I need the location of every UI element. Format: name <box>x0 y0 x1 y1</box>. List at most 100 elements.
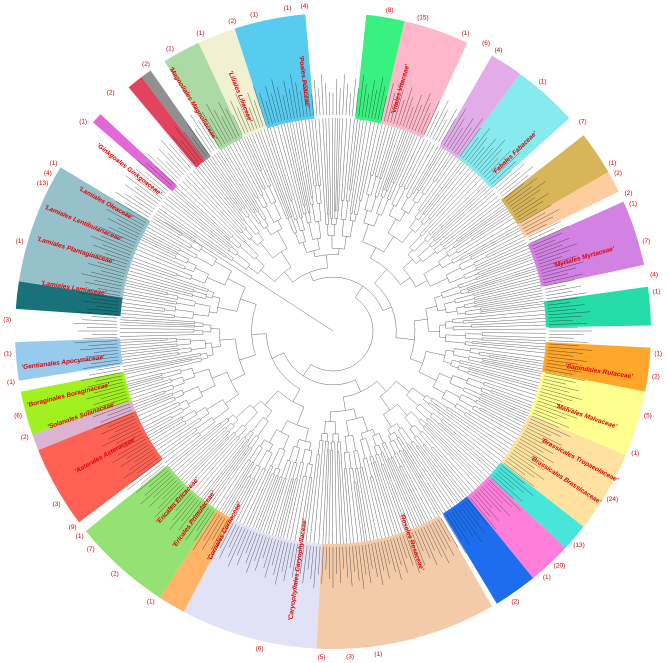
tree-branch <box>272 475 277 485</box>
tree-branch <box>466 284 478 289</box>
tree-branch <box>373 462 377 473</box>
taxon-label <box>451 118 474 151</box>
tree-branch <box>328 463 331 544</box>
tree-branch <box>235 141 260 188</box>
taxon-label <box>544 279 575 287</box>
tree-branch <box>244 412 258 427</box>
tree-branch <box>277 230 288 249</box>
tree-branch <box>180 442 220 481</box>
tree-branch <box>450 195 499 236</box>
taxon-label <box>380 96 387 121</box>
tree-branch <box>387 232 403 243</box>
tree-branch <box>482 359 502 364</box>
tree-branch <box>379 396 391 411</box>
taxon-label <box>513 197 536 213</box>
taxon-label <box>393 538 402 566</box>
tree-branch <box>250 462 255 469</box>
tree-branch <box>200 286 209 290</box>
clade-count: (1) <box>166 46 174 53</box>
tree-branch <box>176 266 185 270</box>
tree-branch <box>480 407 490 413</box>
taxon-label <box>477 491 493 508</box>
taxon-label <box>237 107 249 133</box>
clade-sector <box>183 519 322 649</box>
tree-branch <box>305 119 314 179</box>
tree-branch <box>417 445 424 453</box>
taxon-label <box>107 218 140 235</box>
tree-branch <box>171 411 184 419</box>
taxon-label <box>528 421 561 437</box>
tree-branch <box>432 163 465 204</box>
tree-branch <box>343 452 346 469</box>
tree-branch <box>386 461 415 529</box>
taxon-label <box>82 363 120 369</box>
tree-branch <box>313 455 323 544</box>
tree-branch <box>440 292 444 298</box>
tree-branch <box>402 136 422 179</box>
tree-branch <box>330 408 354 412</box>
tree-branch <box>409 428 416 437</box>
tree-branch <box>185 434 201 447</box>
tree-branch <box>475 268 478 271</box>
tree-branch <box>305 428 309 442</box>
tree-branch <box>287 478 292 495</box>
taxon-label <box>125 184 157 207</box>
tree-branch <box>387 198 390 200</box>
tree-branch <box>193 265 197 272</box>
tree-branch <box>284 271 294 283</box>
tree-branch <box>240 209 242 211</box>
taxon-label <box>547 356 588 362</box>
taxon-label <box>318 88 321 116</box>
tree-branch <box>301 206 304 215</box>
tree-branch <box>460 360 471 364</box>
tree-branch <box>388 435 392 442</box>
taxon-label <box>491 477 514 499</box>
tree-branch <box>473 291 489 296</box>
taxon-label <box>417 102 431 133</box>
tree-branch <box>243 447 251 457</box>
clade-sector <box>38 410 163 523</box>
tree-branch <box>171 425 223 471</box>
tree-branch <box>256 239 264 246</box>
taxon-label <box>538 256 563 265</box>
tree-branch <box>473 405 481 410</box>
tree-branch <box>250 404 258 413</box>
taxon-label <box>210 521 231 560</box>
tree-branch <box>461 263 475 271</box>
tree-branch <box>432 180 436 182</box>
tree-branch <box>467 373 485 380</box>
tree-branch <box>216 298 221 314</box>
tree-branch <box>181 416 184 419</box>
tree-branch <box>450 359 453 366</box>
tree-branch <box>351 119 358 172</box>
tree-branch <box>301 189 306 206</box>
tree-branch <box>378 471 399 534</box>
tree-branch <box>337 459 341 544</box>
tree-branch <box>253 466 261 480</box>
tree-branch <box>123 294 166 303</box>
tree-branch <box>176 441 213 476</box>
tree-branch <box>472 225 519 252</box>
tree-branch <box>241 138 258 171</box>
tree-branch <box>182 442 223 483</box>
taxon-label <box>387 92 396 122</box>
tree-branch <box>413 181 421 194</box>
tree-branch <box>174 316 193 319</box>
tree-branch <box>409 218 417 228</box>
taxon-label <box>161 482 180 500</box>
taxon-label <box>307 85 311 117</box>
tree-branch <box>471 328 546 330</box>
tree-branch <box>162 443 184 460</box>
taxon-label <box>123 455 157 479</box>
tree-branch <box>421 226 432 237</box>
tree-branch <box>255 435 260 438</box>
taxon-label <box>102 244 131 256</box>
taxon-label <box>313 79 318 116</box>
tree-branch <box>459 360 461 363</box>
taxon-label <box>342 74 345 116</box>
tree-branch <box>128 382 160 393</box>
tree-branch <box>389 215 400 222</box>
tree-branch <box>464 344 472 346</box>
tree-branch <box>251 133 280 201</box>
taxon-label <box>526 427 563 446</box>
